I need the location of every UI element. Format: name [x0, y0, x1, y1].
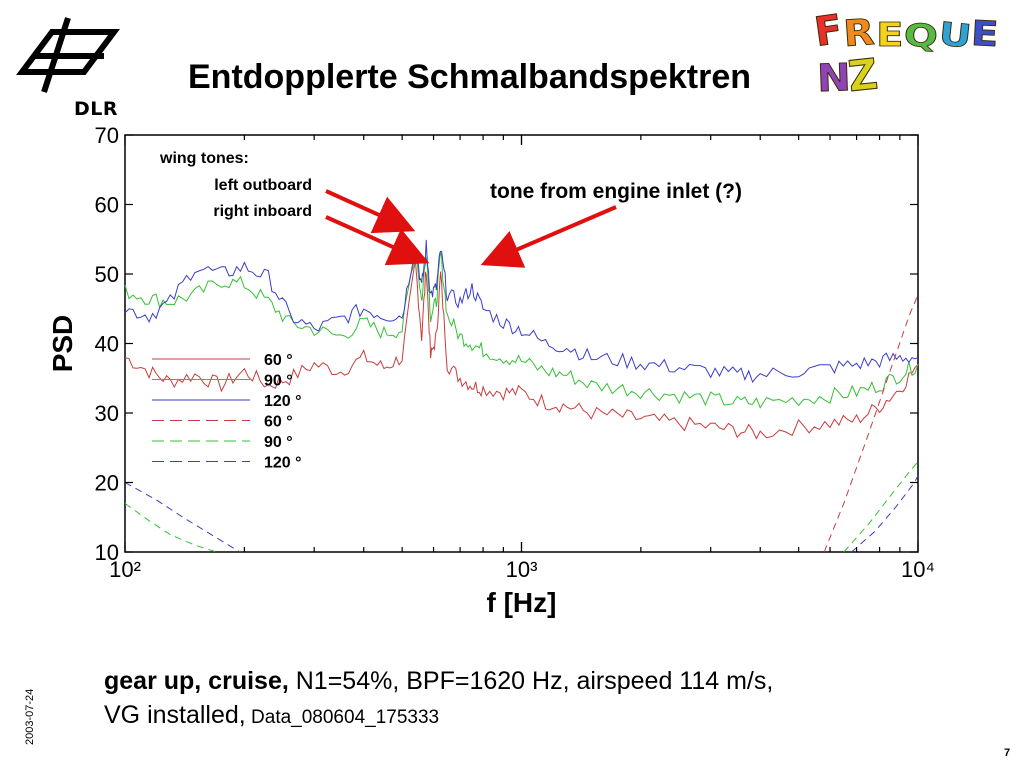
series-line-red-dashed: [823, 294, 919, 553]
series-line-green-solid: [124, 246, 919, 409]
annotation-engine-inlet: tone from engine inlet (?): [490, 180, 742, 203]
y-tick-label: 40: [95, 332, 119, 357]
series-line-blue-dashed: [124, 475, 919, 553]
y-tick-label: 50: [95, 262, 119, 287]
y-tick-label: 70: [95, 123, 119, 148]
series-line-green-dashed: [124, 461, 919, 553]
wordart-letter: R: [842, 11, 877, 56]
caption-rest: N1=54%, BPF=1620 Hz, airspeed 114 m/s,: [288, 667, 774, 695]
y-tick-label: 60: [95, 193, 119, 218]
wordart-letter: F: [811, 6, 846, 56]
legend-label: 90 °: [264, 434, 293, 451]
arrow-right-inboard: [325, 215, 430, 266]
series-line-red-solid: [124, 259, 919, 440]
legend-label: 120 °: [264, 455, 302, 472]
wordart-letter: U: [937, 15, 974, 56]
dlr-logo-icon: [16, 17, 120, 93]
annotation-left-outboard: left outboard: [214, 177, 312, 194]
caption-bold: gear up, cruise,: [104, 667, 289, 695]
slide-title: Entdopplerte Schmalbandspektren: [188, 58, 751, 96]
arrow-engine-inlet: [480, 205, 617, 268]
caption-vg: VG installed,: [104, 701, 246, 729]
x-tick-label: 10³: [506, 557, 538, 582]
x-axis-label: f [Hz]: [487, 587, 557, 618]
caption-line-2: VG installed, Data_080604_175333: [104, 698, 773, 735]
wordart-letter: E: [876, 16, 904, 55]
legend-label: 120 °: [264, 393, 302, 410]
y-tick-label: 30: [95, 401, 119, 426]
caption-line-1: gear up, cruise, N1=54%, BPF=1620 Hz, ai…: [104, 664, 773, 698]
caption-dataset: Data_080604_175333: [245, 707, 440, 728]
page-number: 7: [1004, 747, 1011, 759]
slide-date: 2003-07-24: [24, 688, 36, 745]
legend-label: 60 °: [264, 352, 293, 369]
legend-label: 90 °: [264, 373, 293, 390]
x-tick-label: 10²: [109, 557, 141, 582]
annotation-wing-tones: wing tones:: [159, 150, 249, 167]
x-tick-label: 10⁴: [901, 557, 935, 582]
arrow-left-outboard: [325, 189, 416, 234]
wordart-letter: Z: [846, 50, 881, 102]
frequenz-wordart: FREQUENZ: [811, 6, 1014, 102]
psd-chart: 10 20 30 40 50 60 70 10² 10³ 10⁴ f [Hz] PSD 60 ° 90 …: [47, 123, 935, 618]
caption: gear up, cruise, N1=54%, BPF=1620 Hz, ai…: [104, 664, 773, 735]
logo-text: DLR: [74, 98, 119, 120]
annotation-right-inboard: right inboard: [213, 203, 312, 220]
y-tick-label: 20: [95, 471, 119, 496]
wordart-letter: Q: [903, 17, 940, 55]
y-axis-label: PSD: [47, 315, 78, 373]
wordart-letter: E: [969, 13, 1000, 55]
y-tick-label: 10: [95, 540, 119, 565]
dlr-logo: DLR: [10, 14, 126, 120]
legend-label: 60 °: [264, 414, 293, 431]
series-line-blue-solid: [124, 239, 919, 384]
